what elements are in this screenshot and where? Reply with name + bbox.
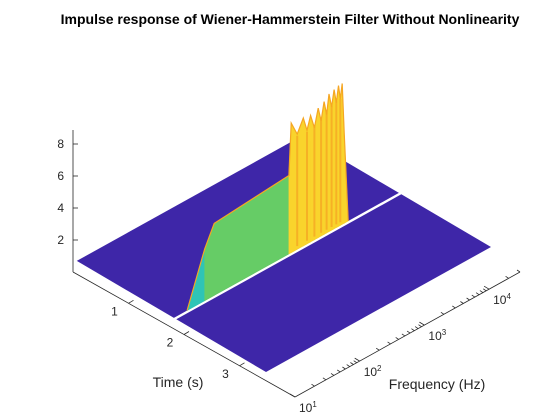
ticks-group: 2 4 6 8 1 2 3 101 102 103 104: [57, 137, 521, 415]
frequency-tick-mark: [354, 357, 360, 362]
frequency-tick-label: 103: [428, 328, 446, 343]
frequency-minor-tick: [411, 328, 415, 332]
frequency-minor-tick: [505, 275, 509, 279]
time-tick-label: 2: [167, 336, 174, 350]
frequency-minor-tick: [401, 333, 406, 337]
z-tick-label: 4: [57, 201, 64, 215]
frequency-minor-tick: [395, 337, 399, 340]
frequency-minor-tick: [346, 364, 350, 367]
frequency-minor-tick: [440, 311, 445, 315]
frequency-minor-tick: [418, 324, 422, 328]
frequency-minor-tick: [375, 347, 380, 351]
surface-floor-front: [176, 194, 492, 372]
z-tick-label: 6: [57, 169, 64, 183]
time-tick-label: 3: [222, 367, 229, 381]
time-axis-label: Time (s): [153, 374, 204, 390]
ridge-crest: [186, 83, 349, 311]
frequency-minor-tick: [414, 326, 419, 329]
frequency-tick-mark: [289, 393, 296, 398]
frequency-minor-tick: [387, 341, 391, 345]
time-tick-label: 1: [111, 304, 118, 318]
frequency-axis-label: Frequency (Hz): [389, 376, 485, 392]
frequency-minor-tick: [322, 377, 327, 381]
frequency-minor-tick: [482, 288, 487, 292]
frequency-minor-tick: [466, 297, 470, 301]
frequency-tick-label: 101: [299, 400, 317, 415]
time-tick-mark: [239, 362, 245, 367]
frequency-minor-tick: [471, 294, 476, 298]
frequency-tick-mark: [419, 321, 425, 326]
frequency-tick-label: 104: [493, 292, 511, 307]
frequency-minor-tick: [452, 305, 456, 309]
frequency-minor-tick: [516, 269, 521, 273]
time-tick-mark: [128, 299, 134, 304]
frequency-minor-tick: [460, 301, 464, 304]
frequency-minor-tick: [330, 373, 335, 376]
frequency-tick-label: 102: [364, 364, 382, 379]
frequency-minor-tick: [406, 330, 411, 334]
frequency-minor-tick: [342, 366, 346, 370]
frequency-tick-mark: [483, 285, 490, 290]
frequency-minor-tick: [479, 290, 484, 293]
frequency-minor-tick: [336, 369, 341, 373]
frequency-minor-tick: [475, 292, 480, 296]
z-tick-label: 2: [57, 233, 64, 247]
frequency-minor-tick: [311, 383, 315, 387]
surface-group: [76, 83, 492, 372]
frequency-minor-tick: [350, 362, 354, 365]
z-tick-label: 8: [57, 137, 64, 151]
frequency-minor-tick: [353, 360, 357, 364]
chart-title: Impulse response of Wiener-Hammerstein F…: [61, 11, 520, 27]
time-tick-mark: [183, 331, 190, 335]
frequency-axis-line: [294, 271, 521, 398]
